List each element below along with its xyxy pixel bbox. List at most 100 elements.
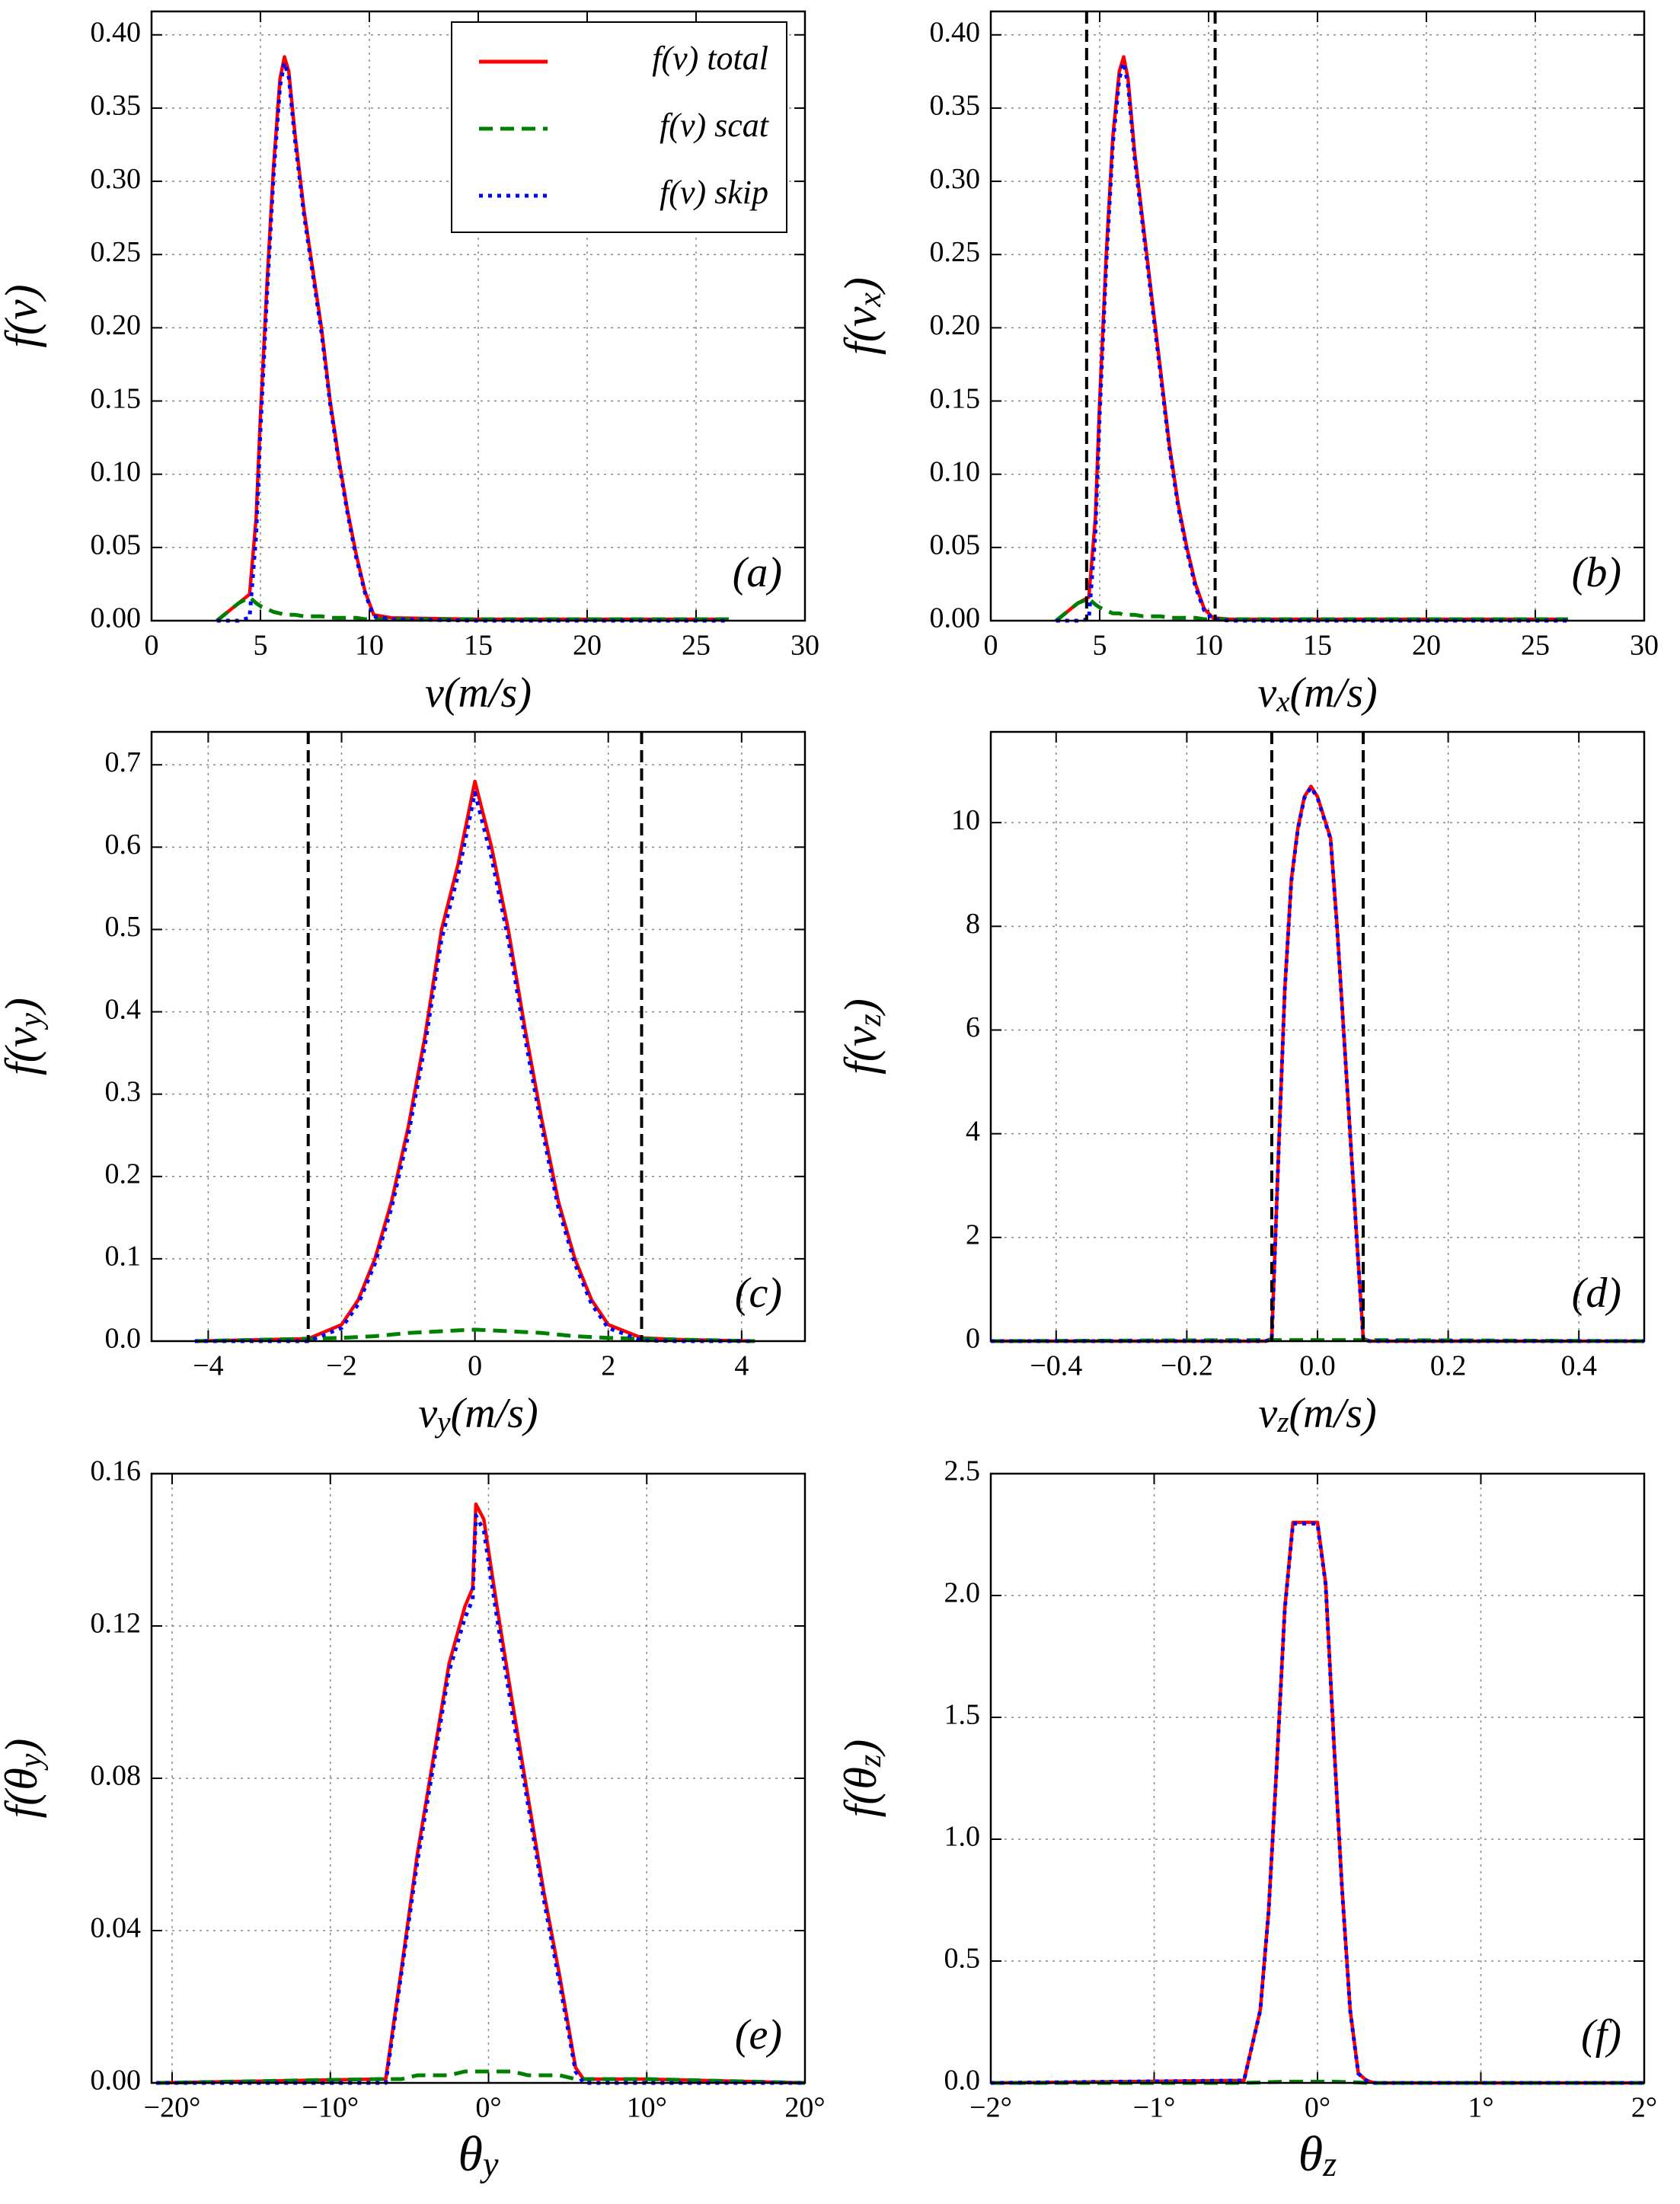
label-part: )	[835, 998, 886, 1016]
y-tick-label: 0.4	[105, 993, 142, 1025]
label-part: θ	[1298, 2126, 1323, 2182]
label-subscript: y	[14, 1013, 49, 1030]
label-part: v	[418, 1390, 437, 1437]
x-axis-label: vy(m/s)	[418, 1390, 538, 1439]
x-tick-label: 20	[573, 630, 602, 662]
panel-label: (c)	[735, 1270, 782, 1317]
y-tick-label: 0.5	[944, 1943, 981, 1975]
y-tick-label: 0.0	[105, 1323, 142, 1355]
y-tick-label: 2	[966, 1219, 980, 1251]
y-tick-label: 0.10	[91, 455, 142, 487]
x-tick-label: −10°	[302, 2092, 359, 2124]
series-line	[216, 55, 729, 622]
panel: 0 5 10 15 20 25 30 0.00 0.05 0.10 0.15 0.20 0.25 0.30…	[835, 10, 1659, 718]
y-tick-label: 0.25	[91, 236, 142, 268]
x-tick-label: 15	[1303, 630, 1332, 662]
panel: −2° −1° 0° 1° 2°0.00.51.01.52.02.5(f)θzf(θz)	[835, 1455, 1657, 2183]
x-axis-label: v(m/s)	[425, 669, 532, 717]
y-tick-label: 0.15	[91, 382, 142, 414]
label-subscript: z	[1276, 1406, 1289, 1439]
y-tick-label: 0.3	[105, 1075, 142, 1107]
axes-frame	[989, 1472, 1646, 2084]
panel: 0 5 10 15 20 25 30 0.00 0.05 0.10 0.15 0.20 0.25 0.30…	[0, 10, 819, 717]
y-tick-label: 0.12	[91, 1608, 142, 1640]
label-subscript: z	[1322, 2145, 1337, 2183]
x-tick-label: 0	[468, 1350, 482, 1382]
label-part: f(v)	[0, 284, 46, 347]
series-line	[194, 791, 755, 1343]
series-line	[1055, 596, 1568, 622]
x-tick-label: 5	[254, 630, 268, 662]
label-part: )	[835, 277, 886, 295]
label-subscript: y	[14, 1753, 49, 1771]
series-line	[991, 785, 1644, 1343]
y-axis-label: f(vy)	[0, 998, 49, 1075]
series-line	[216, 595, 729, 622]
label-part: f(v	[835, 1026, 886, 1075]
axes-frame	[989, 10, 1646, 622]
label-part: v(m/s)	[425, 669, 532, 717]
y-tick-label: 0.35	[930, 90, 981, 122]
y-tick-label: 0.00	[91, 2065, 142, 2097]
x-tick-label: −1°	[1133, 2092, 1176, 2124]
series-line	[1055, 55, 1568, 622]
legend-label: f(v) scat	[660, 107, 770, 144]
label-subscript: y	[480, 2145, 499, 2183]
label-part: (m/s)	[1289, 1390, 1377, 1437]
y-tick-label: 8	[966, 908, 980, 940]
y-tick-label: 2.5	[944, 1455, 981, 1487]
legend-label: f(v) skip	[660, 174, 768, 211]
y-tick-label: 0.35	[91, 90, 142, 122]
x-tick-label: 0	[984, 630, 998, 662]
panel: −20° −10° 0° 10° 20° 0.00 0.04 0.08 0.12 0.16 (e) θ…	[0, 1455, 826, 2183]
axes-frame	[150, 1472, 806, 2084]
x-tick-label: 25	[1521, 630, 1550, 662]
y-tick-label: 0.0	[944, 2065, 981, 2097]
panel-label: (f)	[1581, 2011, 1621, 2059]
y-tick-label: 0.1	[105, 1241, 142, 1273]
x-tick-label: 0.0	[1299, 1350, 1336, 1382]
label-part: )	[835, 1739, 886, 1757]
series-line	[216, 60, 729, 623]
panel: −4 −2 0 2 40.00.10.20.30.40.50.60.7(c)vy(m/s…	[0, 730, 806, 1439]
y-axis-label: f(θy)	[0, 1739, 49, 1819]
label-part: )	[0, 1739, 46, 1756]
y-tick-label: 0.08	[91, 1760, 142, 1792]
panel-label: (a)	[733, 549, 782, 596]
series-line	[156, 1502, 806, 2085]
label-part: (m/s)	[1290, 669, 1378, 717]
y-tick-label: 0.7	[105, 746, 142, 778]
label-part: )	[0, 998, 46, 1015]
label-part: v	[1258, 1390, 1277, 1437]
y-tick-label: 1.5	[944, 1699, 981, 1731]
axes-frame	[989, 730, 1646, 1343]
x-tick-label: −0.2	[1161, 1350, 1213, 1382]
label-part: f(θ	[0, 1768, 46, 1818]
label-part: f(θ	[835, 1767, 886, 1817]
label-part: θ	[458, 2126, 483, 2182]
series-line	[1056, 60, 1568, 623]
x-tick-label: 25	[682, 630, 711, 662]
label-part: f(v	[0, 1027, 46, 1075]
y-tick-label: 0.04	[91, 1912, 142, 1944]
x-tick-label: 0	[145, 630, 159, 662]
label-subscript: y	[434, 1406, 451, 1439]
y-tick-label: 0.30	[91, 163, 142, 195]
y-axis-label: f(vx)	[835, 277, 888, 355]
axes-frame	[150, 730, 806, 1343]
x-axis-label: vz(m/s)	[1258, 1390, 1376, 1439]
y-tick-label: 4	[966, 1115, 980, 1147]
y-axis-label: f(θz)	[835, 1739, 888, 1817]
x-tick-label: 30	[790, 630, 819, 662]
label-subscript: x	[1276, 685, 1290, 718]
x-tick-label: 10°	[627, 2092, 667, 2124]
legend-label: f(v) total	[652, 40, 768, 77]
y-tick-label: 1.0	[944, 1821, 981, 1853]
x-tick-label: 5	[1093, 630, 1107, 662]
x-tick-label: 4	[734, 1350, 749, 1382]
series-line	[990, 1338, 1645, 1343]
axes-frame	[150, 10, 806, 622]
x-tick-label: 0°	[475, 2092, 501, 2124]
y-tick-label: 0.6	[105, 829, 142, 861]
